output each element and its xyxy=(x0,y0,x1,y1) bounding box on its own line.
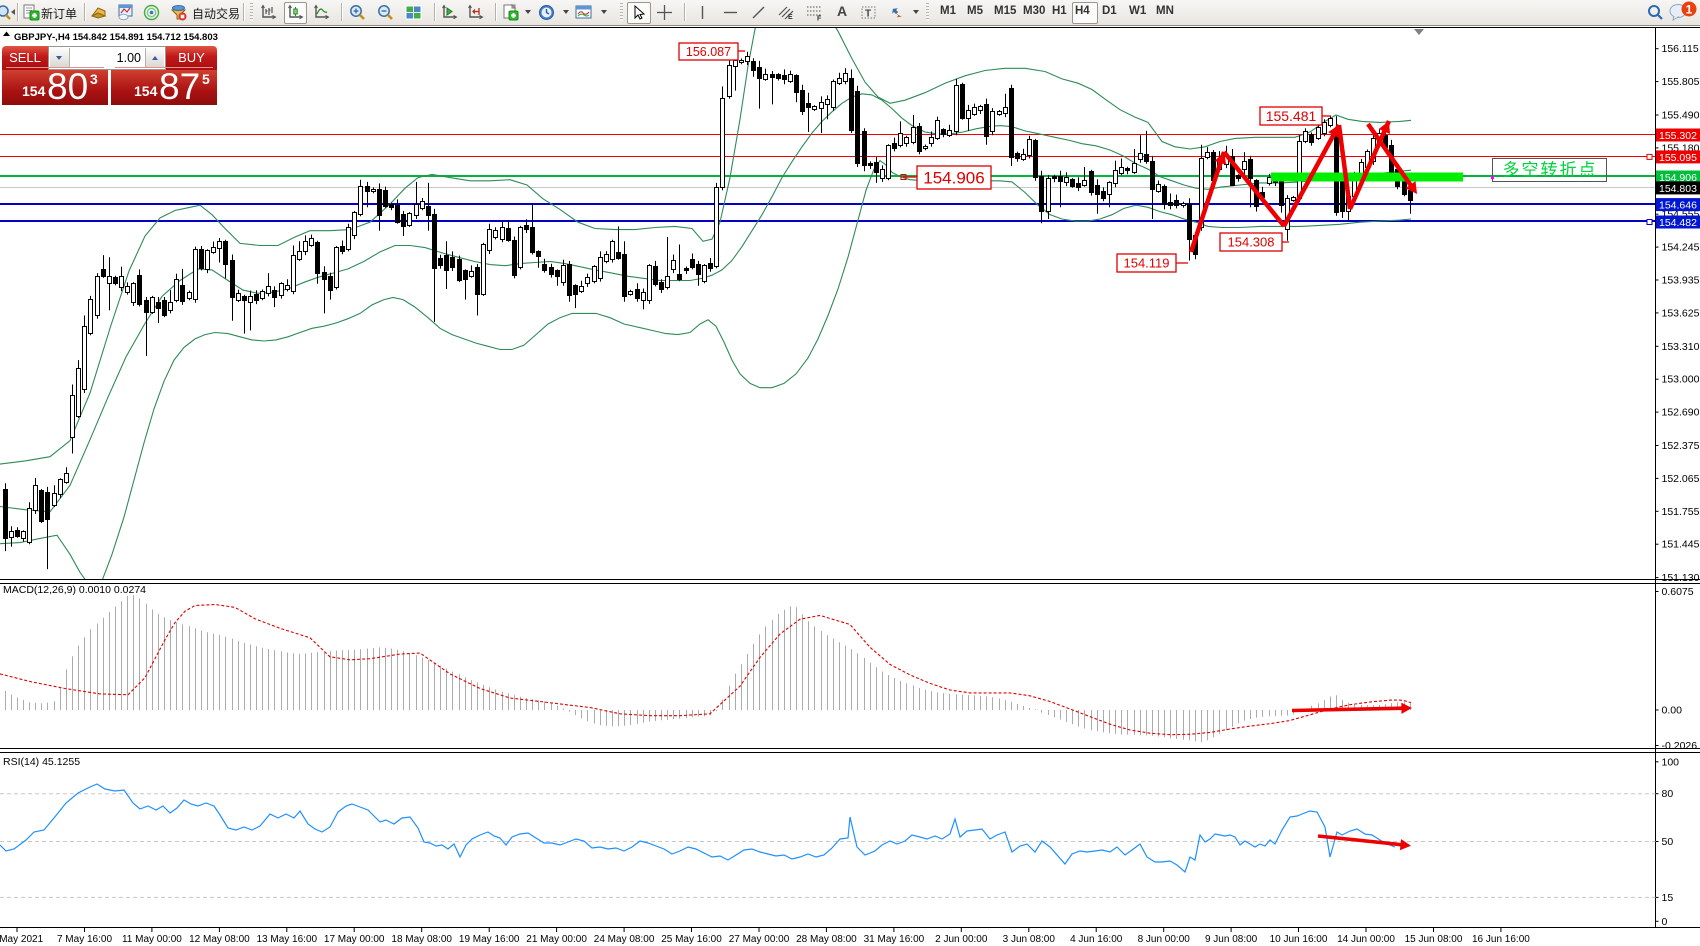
svg-text:1: 1 xyxy=(1686,3,1693,17)
svg-text:15 Jun 08:00: 15 Jun 08:00 xyxy=(1405,934,1463,945)
svg-text:31 May 16:00: 31 May 16:00 xyxy=(864,934,925,945)
svg-text:100: 100 xyxy=(1662,756,1680,768)
svg-text:MACD(12,26,9) 0.0010 0.0274: MACD(12,26,9) 0.0010 0.0274 xyxy=(3,584,146,596)
svg-text:F: F xyxy=(817,16,822,22)
svg-text:155.805: 155.805 xyxy=(1662,76,1700,88)
svg-text:153.935: 153.935 xyxy=(1662,275,1700,287)
svg-text:10 Jun 16:00: 10 Jun 16:00 xyxy=(1270,934,1328,945)
svg-text:多空转折点: 多空转折点 xyxy=(1503,161,1598,180)
svg-text:4 Jun 16:00: 4 Jun 16:00 xyxy=(1070,934,1123,945)
svg-text:GBPJPY-,H4 154.842 154.891 15: GBPJPY-,H4 154.842 154.891 154.712 154.8… xyxy=(14,32,218,43)
svg-text:11 May 00:00: 11 May 00:00 xyxy=(122,934,182,945)
svg-text:12 May 08:00: 12 May 08:00 xyxy=(189,934,250,945)
svg-text:155.302: 155.302 xyxy=(1659,130,1697,142)
svg-text:-0.2026: -0.2026 xyxy=(1662,740,1698,752)
svg-text:0.6075: 0.6075 xyxy=(1662,586,1694,598)
svg-text:7 May 16:00: 7 May 16:00 xyxy=(57,934,112,945)
svg-text:155.095: 155.095 xyxy=(1659,152,1697,164)
svg-text:155.490: 155.490 xyxy=(1662,110,1700,122)
svg-text:24 May 08:00: 24 May 08:00 xyxy=(594,934,655,945)
svg-text:0.00: 0.00 xyxy=(1662,705,1683,717)
svg-text:19 May 16:00: 19 May 16:00 xyxy=(459,934,520,945)
svg-text:9 Jun 08:00: 9 Jun 08:00 xyxy=(1205,934,1258,945)
svg-text:154.245: 154.245 xyxy=(1662,242,1700,254)
svg-text:151.130: 151.130 xyxy=(1662,572,1700,584)
svg-text:3 Jun 08:00: 3 Jun 08:00 xyxy=(1003,934,1056,945)
svg-text:154.906: 154.906 xyxy=(923,169,984,188)
svg-text:13 May 16:00: 13 May 16:00 xyxy=(256,934,317,945)
svg-text:154.906: 154.906 xyxy=(1659,172,1697,184)
svg-text:152.690: 152.690 xyxy=(1662,407,1700,419)
svg-text:153.000: 153.000 xyxy=(1662,374,1700,386)
svg-text:16 Jun 16:00: 16 Jun 16:00 xyxy=(1472,934,1530,945)
svg-text:5 May 2021: 5 May 2021 xyxy=(0,934,44,945)
svg-text:0: 0 xyxy=(1662,916,1668,928)
svg-text:RSI(14) 45.1255: RSI(14) 45.1255 xyxy=(3,756,80,768)
svg-text:15: 15 xyxy=(1662,892,1674,904)
svg-text:80: 80 xyxy=(1662,788,1674,800)
svg-text:153.625: 153.625 xyxy=(1662,307,1700,319)
svg-text:18 May 08:00: 18 May 08:00 xyxy=(391,934,452,945)
svg-text:151.445: 151.445 xyxy=(1662,539,1700,551)
svg-text:17 May 00:00: 17 May 00:00 xyxy=(324,934,385,945)
svg-text:154.119: 154.119 xyxy=(1123,256,1169,271)
svg-text:27 May 00:00: 27 May 00:00 xyxy=(729,934,790,945)
svg-text:152.375: 152.375 xyxy=(1662,440,1700,452)
svg-text:154.308: 154.308 xyxy=(1228,235,1275,250)
svg-text:T: T xyxy=(865,9,871,20)
svg-text:50: 50 xyxy=(1662,836,1674,848)
svg-text:152.065: 152.065 xyxy=(1662,473,1700,485)
svg-text:28 May 08:00: 28 May 08:00 xyxy=(796,934,857,945)
svg-text:156.087: 156.087 xyxy=(686,45,731,59)
svg-text:154.803: 154.803 xyxy=(1659,183,1697,195)
svg-text:21 May 00:00: 21 May 00:00 xyxy=(526,934,587,945)
svg-text:154.482: 154.482 xyxy=(1659,217,1697,229)
svg-text:155.481: 155.481 xyxy=(1266,108,1317,124)
svg-text:E: E xyxy=(788,14,793,21)
svg-text:14 Jun 00:00: 14 Jun 00:00 xyxy=(1337,934,1395,945)
svg-text:2 Jun 00:00: 2 Jun 00:00 xyxy=(935,934,988,945)
svg-text:154.646: 154.646 xyxy=(1659,200,1697,212)
svg-text:153.310: 153.310 xyxy=(1662,341,1700,353)
svg-text:8 Jun 00:00: 8 Jun 00:00 xyxy=(1138,934,1191,945)
svg-text:151.755: 151.755 xyxy=(1662,506,1700,518)
svg-text:156.115: 156.115 xyxy=(1662,43,1699,55)
svg-text:25 May 16:00: 25 May 16:00 xyxy=(661,934,722,945)
